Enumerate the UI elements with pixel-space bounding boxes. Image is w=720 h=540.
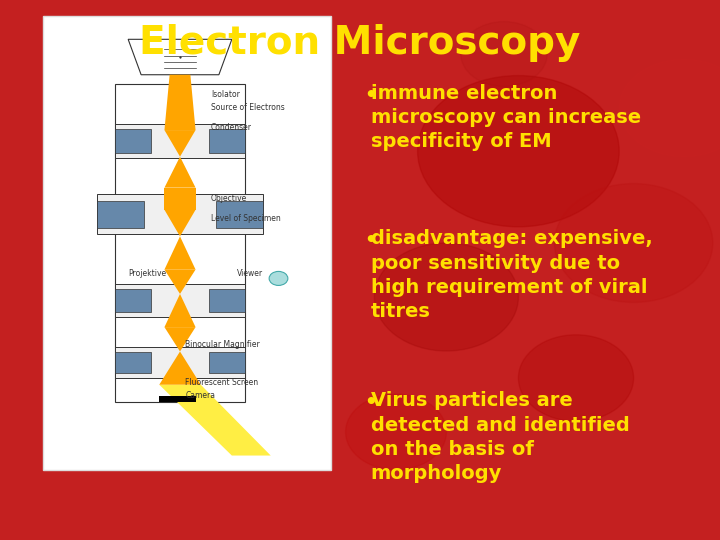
Bar <box>115 347 245 378</box>
Text: Fluorescent Screen: Fluorescent Screen <box>185 378 258 387</box>
Bar <box>209 130 245 153</box>
Circle shape <box>619 59 720 157</box>
Bar <box>216 201 263 227</box>
Polygon shape <box>128 39 232 75</box>
Text: •: • <box>364 230 378 253</box>
Polygon shape <box>164 269 196 294</box>
Text: Objective: Objective <box>211 194 248 203</box>
Polygon shape <box>164 75 196 130</box>
Text: •: • <box>364 392 378 415</box>
Polygon shape <box>164 327 196 352</box>
Text: Binocular Magnifier: Binocular Magnifier <box>185 340 260 349</box>
Bar <box>115 289 151 312</box>
Bar <box>115 84 245 402</box>
Bar <box>115 124 245 158</box>
Text: Projektive: Projektive <box>128 269 166 279</box>
Polygon shape <box>164 157 196 188</box>
Polygon shape <box>159 396 196 402</box>
Bar <box>115 130 151 153</box>
Bar <box>115 352 151 373</box>
Text: Condenser: Condenser <box>211 123 252 132</box>
Polygon shape <box>164 294 196 327</box>
Text: Viewer: Viewer <box>237 269 263 279</box>
Text: Level of Specimen: Level of Specimen <box>211 214 281 223</box>
Circle shape <box>518 335 634 421</box>
Circle shape <box>554 184 713 302</box>
Text: Camera: Camera <box>185 392 215 400</box>
Circle shape <box>461 22 547 86</box>
Polygon shape <box>164 237 196 269</box>
Bar <box>209 289 245 312</box>
Circle shape <box>418 76 619 227</box>
Polygon shape <box>164 210 196 237</box>
Circle shape <box>374 243 518 351</box>
Bar <box>115 284 245 318</box>
Bar <box>97 194 263 234</box>
Bar <box>97 201 144 227</box>
Text: disadvantage: expensive,
poor sensitivity due to
high requirement of viral
titre: disadvantage: expensive, poor sensitivit… <box>371 230 652 321</box>
Circle shape <box>252 81 324 135</box>
Text: Electron Microscopy: Electron Microscopy <box>139 24 581 62</box>
Polygon shape <box>164 188 196 210</box>
Bar <box>43 16 331 470</box>
Circle shape <box>130 43 230 119</box>
Text: Virus particles are
detected and identified
on the basis of
morphology: Virus particles are detected and identif… <box>371 392 629 483</box>
Circle shape <box>269 272 288 286</box>
Text: Source of Electrons: Source of Electrons <box>211 104 285 112</box>
Circle shape <box>346 394 446 470</box>
Text: Isolator: Isolator <box>211 90 240 99</box>
Bar <box>209 352 245 373</box>
Text: immune electron
microscopy can increase
specificity of EM: immune electron microscopy can increase … <box>371 84 641 151</box>
Polygon shape <box>159 352 201 384</box>
Polygon shape <box>159 384 271 456</box>
Circle shape <box>50 173 166 259</box>
Polygon shape <box>164 130 196 157</box>
Text: •: • <box>364 84 378 107</box>
